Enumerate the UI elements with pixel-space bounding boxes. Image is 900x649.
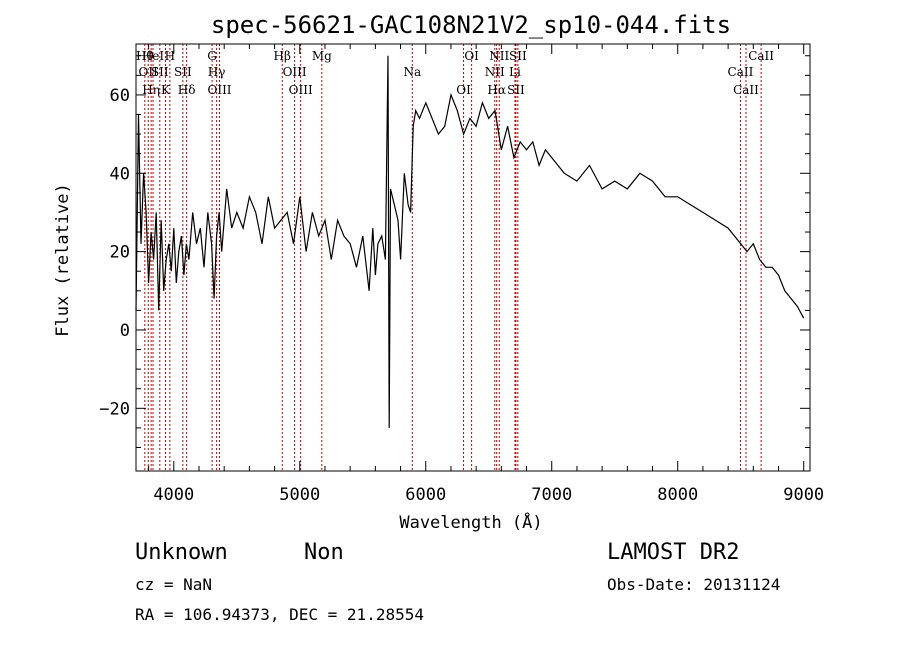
- spectral-line-label: Hδ: [178, 83, 196, 97]
- spectral-line-label: Hη: [142, 83, 160, 97]
- spectral-line-label: SII: [509, 49, 527, 63]
- spectral-line-label: SII: [174, 65, 192, 79]
- spectral-line-label: SII: [151, 65, 169, 79]
- spectral-line-label: OI: [464, 49, 479, 63]
- spectral-line-label: OIII: [289, 83, 313, 97]
- spectral-line-label: OIII: [207, 83, 231, 97]
- spectral-line-label: OI: [456, 83, 471, 97]
- y-axis-label: Flux (relative): [53, 183, 73, 337]
- spectral-line-label: CaII: [733, 83, 759, 97]
- x-tick-label: 5000: [279, 485, 320, 505]
- object-subclass: Non: [304, 540, 344, 565]
- spectral-line-label: Hα: [487, 83, 506, 97]
- x-tick-label: 7000: [531, 485, 572, 505]
- x-tick-label: 9000: [783, 485, 824, 505]
- spectral-line-label: Na: [403, 65, 421, 79]
- spectral-line-label: NII: [489, 49, 509, 63]
- spectral-line-label: NII: [485, 65, 505, 79]
- chart-title: spec-56621-GAC108N21V2_sp10-044.fits: [211, 11, 731, 39]
- y-tick-label: 20: [110, 243, 130, 263]
- survey-name: LAMOST DR2: [607, 540, 739, 565]
- redshift-cz: cz = NaN: [135, 575, 212, 594]
- plot-frame: [135, 43, 811, 472]
- spectral-line-label: OIII: [283, 65, 307, 79]
- spectral-line-label: Hγ: [208, 65, 226, 79]
- y-tick-label: −20: [99, 399, 130, 419]
- spectral-line-label: Mg: [312, 49, 332, 63]
- spectral-line-label: H: [165, 49, 175, 63]
- spectral-line-label: HeI: [142, 49, 165, 63]
- object-class: Unknown: [135, 540, 228, 565]
- y-tick-label: 60: [110, 86, 130, 106]
- spectral-line-label: OII: [139, 65, 159, 79]
- spectral-line-labels-layer: HθOIIHηHeISIIKHSIIHδGHγOIIIHβOIIIOIIIMgN…: [136, 49, 774, 97]
- x-tick-label: 8000: [657, 485, 698, 505]
- x-axis-label: Wavelength (Å): [399, 511, 542, 533]
- x-tick-label: 4000: [153, 485, 194, 505]
- x-tick-label: 6000: [405, 485, 446, 505]
- y-tick-label: 0: [120, 321, 130, 341]
- spectral-line-label: Li: [509, 65, 521, 79]
- observation-date: Obs-Date: 20131124: [607, 575, 780, 594]
- spectral-lines-layer: [144, 44, 762, 471]
- spectral-line-label: SII: [507, 83, 525, 97]
- x-axis-ticks: 4000 5000 6000 7000 8000 9000: [148, 44, 824, 505]
- spectral-line-label: Hθ: [136, 49, 154, 63]
- spectral-line-label: K: [161, 83, 171, 97]
- ra-dec-coordinates: RA = 106.94373, DEC = 21.28554: [135, 605, 424, 624]
- spectral-line-label: Hβ: [274, 49, 291, 63]
- y-axis-ticks: −20 0 20 40 60: [99, 55, 810, 448]
- spectral-line-label: CaII: [728, 65, 754, 79]
- spectrum-series-line: [135, 55, 805, 428]
- spectral-line-label: G: [207, 49, 217, 63]
- spectral-line-label: CaII: [748, 49, 774, 63]
- y-tick-label: 40: [110, 164, 130, 184]
